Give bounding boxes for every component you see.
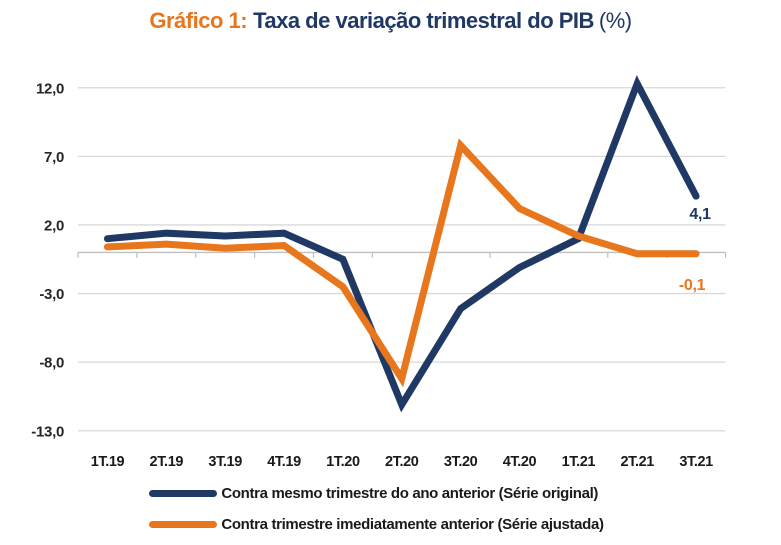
x-axis-tick-label: 1T.21 — [562, 454, 596, 470]
legend: Contra mesmo trimestre do ano anterior (… — [0, 483, 781, 534]
y-axis-tick-label: 12,0 — [36, 80, 64, 97]
legend-label-serie-ajustada: Contra trimestre imediatamente anterior … — [221, 515, 604, 533]
x-axis-tick-label: 3T.21 — [679, 454, 713, 470]
legend-item-serie-ajustada: Contra trimestre imediatamente anterior … — [149, 514, 604, 534]
x-axis-tick-label: 4T.19 — [267, 454, 301, 470]
x-axis-tick-label: 4T.20 — [503, 454, 537, 470]
x-axis-tick-label: 3T.20 — [444, 454, 478, 470]
data-label-4,1: 4,1 — [689, 206, 711, 223]
x-axis-tick-label: 2T.21 — [620, 454, 654, 470]
legend-line-orange — [149, 520, 218, 528]
legend-box: Contra mesmo trimestre do ano anterior (… — [149, 483, 604, 534]
legend-label-serie-original: Contra mesmo trimestre do ano anterior (… — [221, 484, 599, 502]
y-axis-tick-label: -13,0 — [31, 423, 64, 440]
y-axis-tick-label: 7,0 — [44, 149, 64, 166]
x-axis-tick-label: 1T.20 — [326, 454, 360, 470]
x-axis-tick-label: 1T.19 — [91, 454, 125, 470]
y-axis-tick-label: -8,0 — [39, 355, 64, 372]
chart-title-suffix: (%) — [598, 8, 632, 33]
legend-item-serie-original: Contra mesmo trimestre do ano anterior (… — [149, 483, 598, 503]
y-axis-tick-label: -3,0 — [39, 286, 64, 303]
y-axis-tick-label: 2,0 — [44, 217, 64, 234]
data-label--0,1: -0,1 — [679, 277, 706, 294]
x-axis-tick-label: 2T.20 — [385, 454, 419, 470]
series-line-ajustada — [103, 138, 700, 388]
series-line-original — [103, 75, 700, 413]
chart-title-prefix: Gráfico 1: — [149, 8, 248, 33]
chart-svg: 12,0 7,0 2,0 -3,0 -8,0 -13,0 4,1 -0,1 1T.19 2T.19… — [31, 75, 727, 470]
x-axis-tick-label: 2T.19 — [150, 454, 184, 470]
chart-title-main: Taxa de variação trimestral do PIB — [253, 8, 594, 33]
x-axis-tick-label: 3T.19 — [208, 454, 242, 470]
legend-line-navy — [149, 489, 218, 497]
chart-title: Gráfico 1: Taxa de variação trimestral do… — [0, 8, 781, 34]
